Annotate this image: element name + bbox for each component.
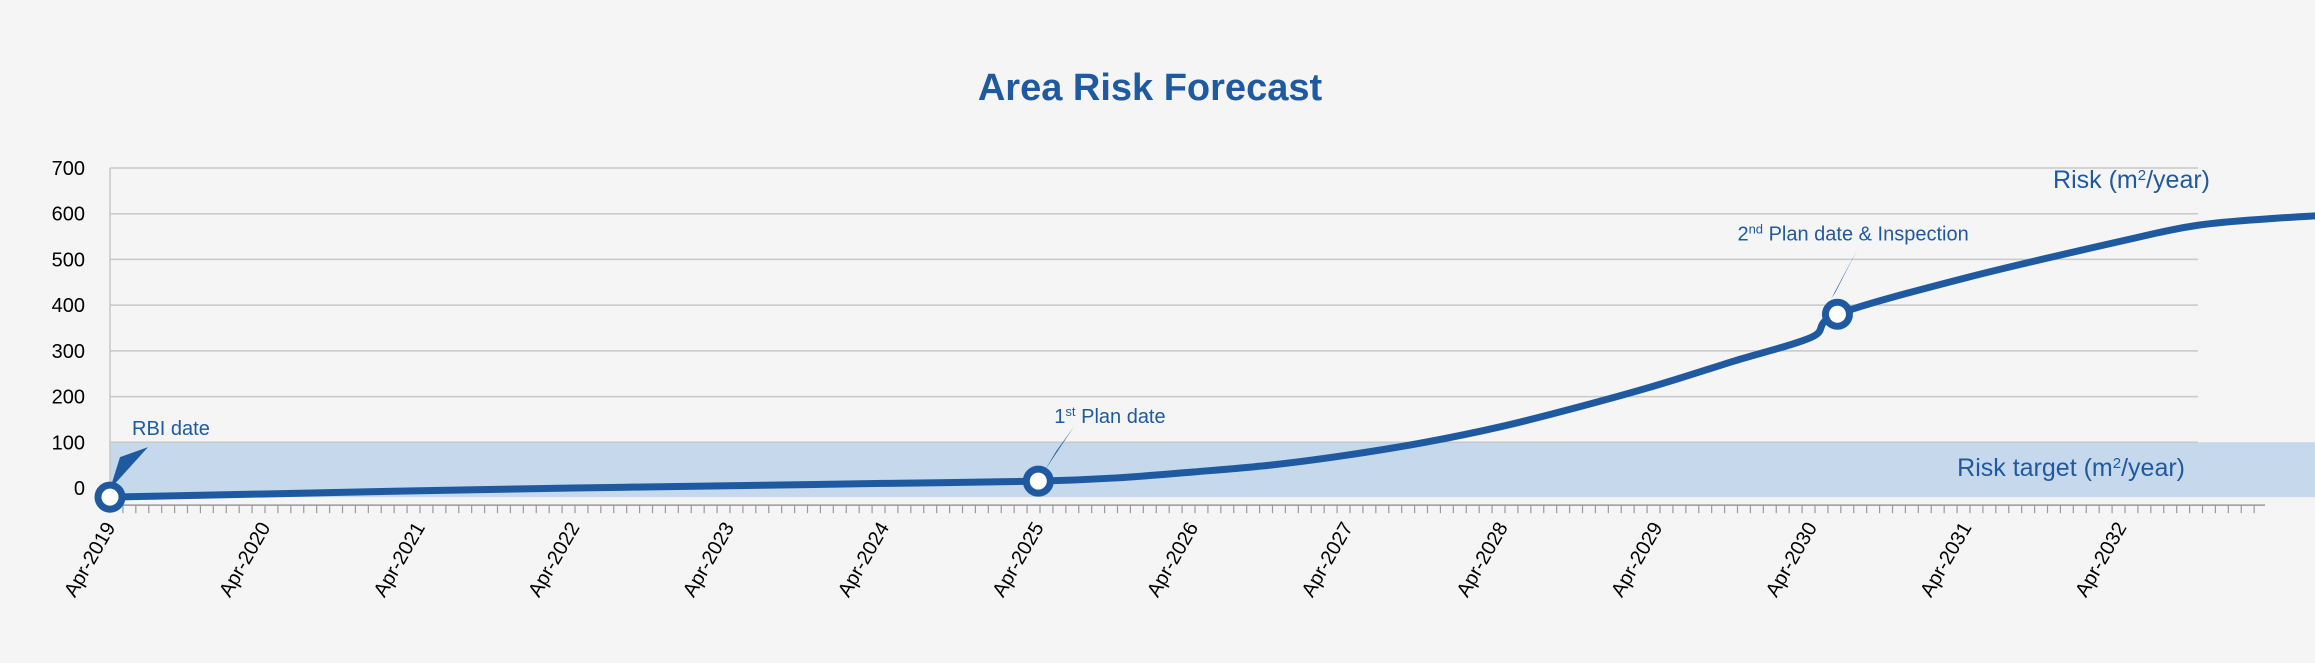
marker-label: 2nd Plan date & Inspection (1737, 221, 1968, 246)
y-tick-label: 700 (52, 158, 85, 180)
x-tick-label: Apr-2026 (1143, 519, 1203, 601)
x-axis-minor-ticks (109, 505, 2255, 514)
x-tick-label: Apr-2019 (60, 519, 120, 601)
x-tick-label: Apr-2023 (679, 519, 739, 601)
marker-pointer (110, 447, 148, 490)
chart-title: Area Risk Forecast (978, 67, 1323, 109)
marker-label: 1st Plan date (1054, 404, 1165, 429)
risk-series-line (106, 212, 2315, 501)
x-tick-label: Apr-2028 (1453, 519, 1513, 601)
x-tick-label: Apr-2024 (834, 519, 894, 601)
x-tick-label: Apr-2027 (1298, 519, 1358, 601)
marker-point (94, 481, 126, 513)
risk-series-label: Risk (m2/year) (2053, 166, 2210, 194)
x-tick-label: Apr-2020 (215, 519, 275, 601)
y-tick-label: 100 (52, 432, 85, 454)
x-tick-label: Apr-2032 (2071, 519, 2131, 601)
x-tick-label: Apr-2022 (524, 519, 584, 601)
risk-target-label: Risk target (m2/year) (1957, 454, 2185, 482)
x-tick-label: Apr-2025 (988, 519, 1048, 601)
y-tick-label: 600 (52, 204, 85, 226)
y-tick-label: 0 (74, 478, 85, 500)
marker-point (1022, 465, 1054, 497)
y-tick-label: 200 (52, 387, 85, 409)
marker-pointer (1831, 249, 1858, 299)
marker-point (1821, 298, 1853, 330)
marker-label: RBI date (132, 418, 210, 440)
y-tick-label: 400 (52, 295, 85, 317)
y-tick-label: 300 (52, 341, 85, 363)
y-tick-label: 500 (52, 249, 85, 271)
x-tick-label: Apr-2030 (1762, 519, 1822, 601)
x-tick-label: Apr-2031 (1916, 519, 1976, 601)
marker-pointer (1044, 426, 1075, 472)
x-tick-label: Apr-2029 (1607, 519, 1667, 601)
x-tick-label: Apr-2021 (370, 519, 430, 601)
